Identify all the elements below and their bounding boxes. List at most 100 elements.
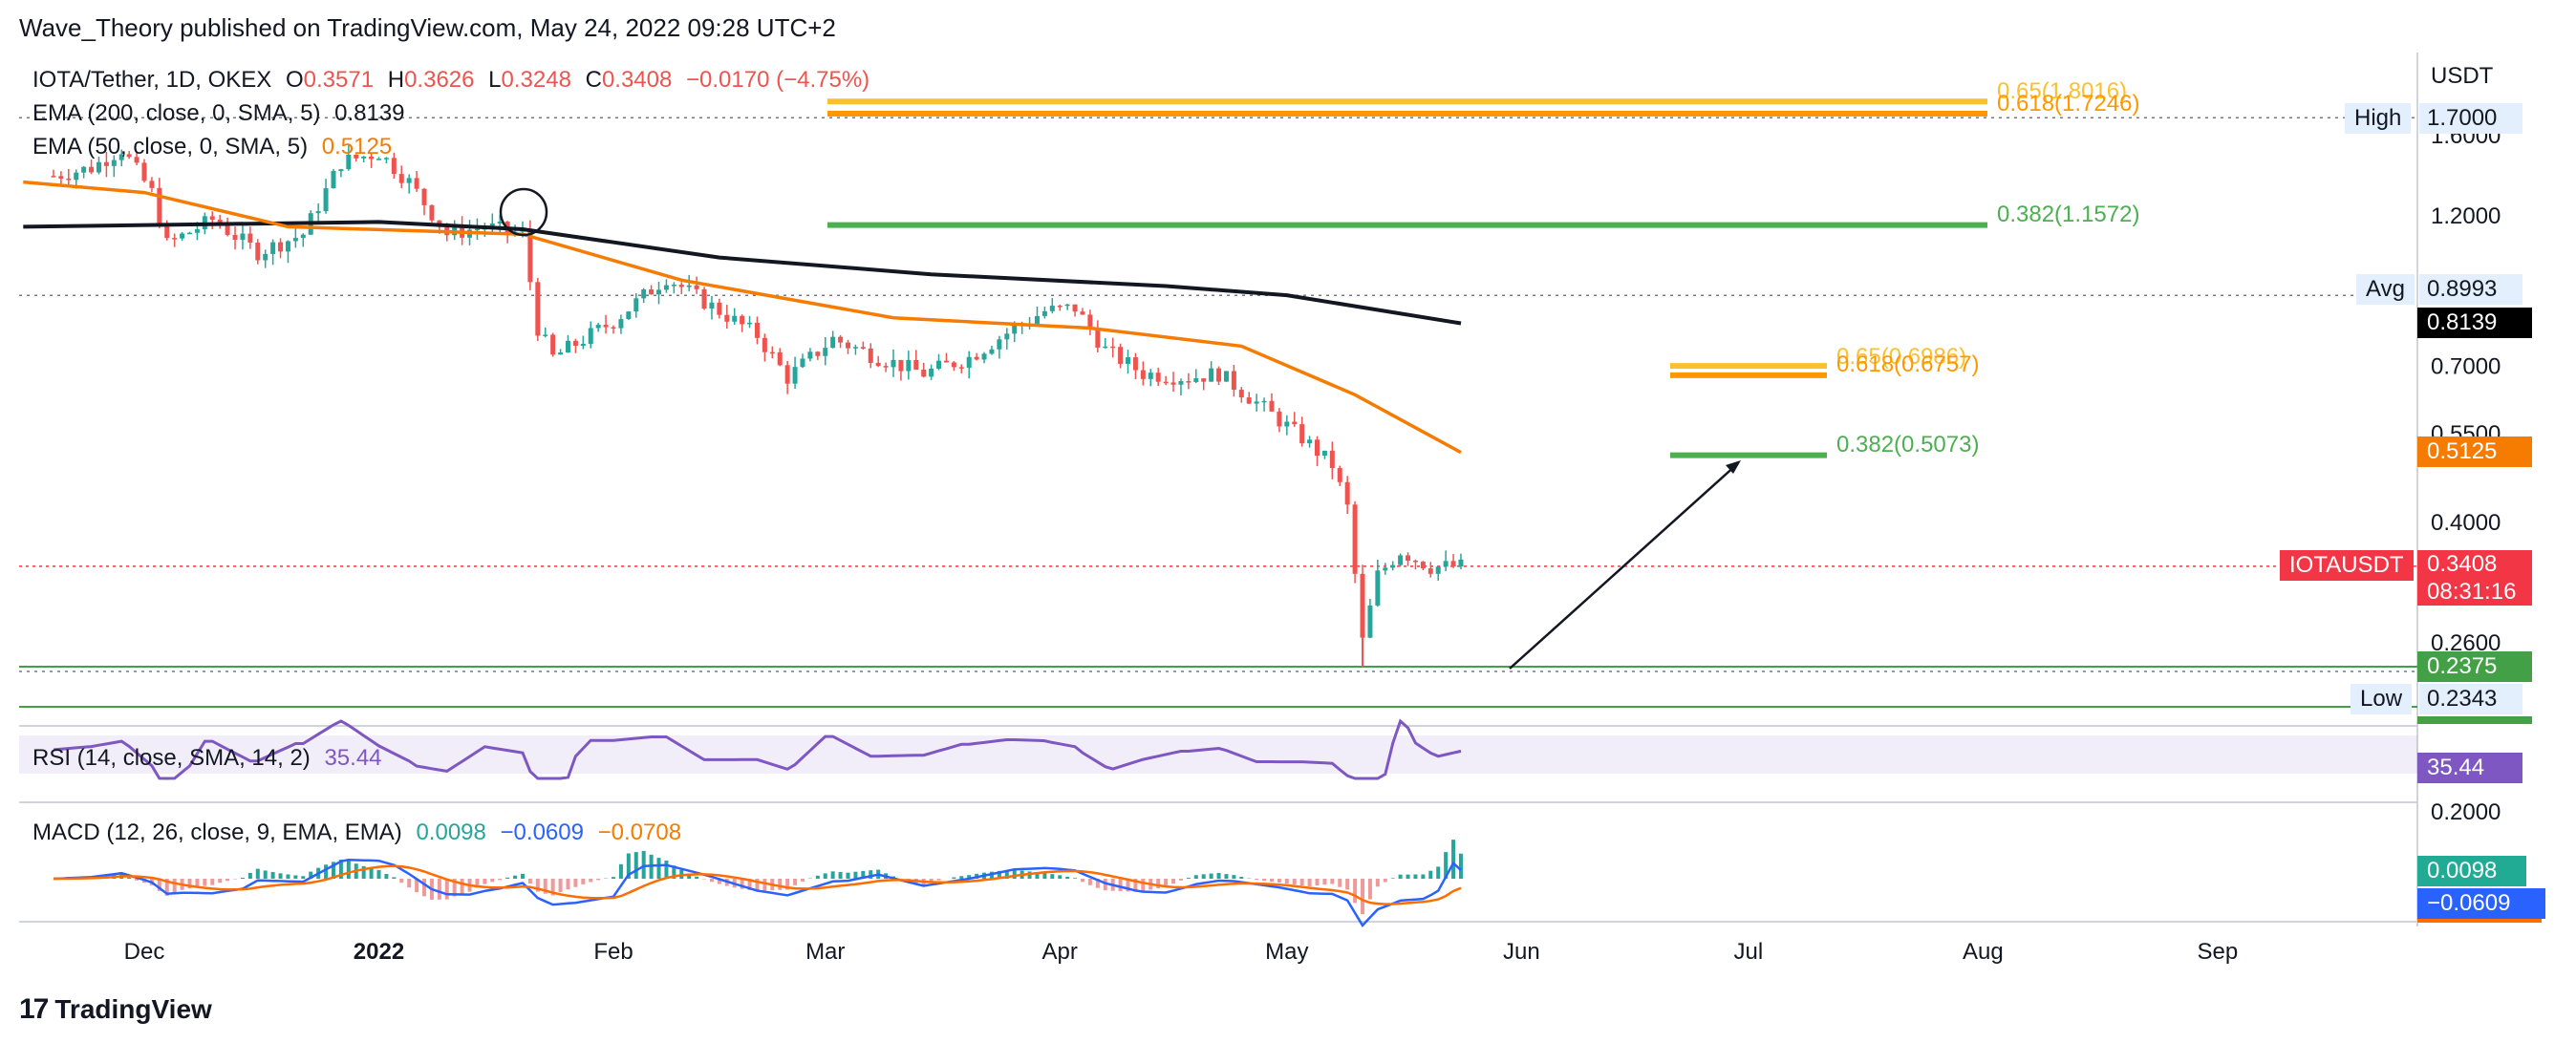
macd-hist-bar	[422, 879, 427, 897]
macd-signal-strip	[2417, 919, 2542, 923]
fib-lower-065-label: 0.65(0.6986)	[1836, 344, 1967, 370]
macd-hist-bar	[1209, 873, 1213, 879]
macd-hist-bar	[172, 879, 177, 893]
candle-body	[96, 161, 101, 173]
candle-body	[1041, 310, 1047, 316]
candle-body	[126, 154, 132, 158]
candle-body	[1110, 346, 1116, 349]
macd-hist-bar	[437, 879, 441, 900]
candle-body	[891, 359, 896, 368]
candle-body	[709, 302, 715, 309]
candle-body	[784, 365, 790, 384]
macd-hist-bar	[1171, 879, 1176, 884]
candle-body	[414, 178, 419, 189]
candle-body	[164, 225, 170, 239]
macd-hist-bar	[195, 879, 200, 887]
macd-hist-bar	[1095, 879, 1100, 888]
macd-hist-bar	[1292, 879, 1297, 885]
macd-hist-bar	[293, 875, 298, 879]
candle-body	[398, 174, 404, 183]
candle-body	[951, 362, 956, 368]
support-tag: 0.2375	[2417, 651, 2532, 682]
candle-body	[913, 359, 919, 370]
rsi-value: 35.44	[324, 745, 382, 771]
candle-body	[111, 160, 117, 166]
low-tag-label: Low	[2351, 684, 2413, 714]
macd-hist-bar	[815, 875, 820, 879]
macd-hist-bar	[1451, 840, 1456, 879]
candle-body	[1261, 400, 1267, 403]
candle-body	[558, 352, 564, 355]
candle-body	[740, 315, 745, 325]
macd-hist-bar	[483, 879, 487, 884]
horizontal-levels	[19, 117, 2417, 708]
candle-body	[292, 238, 298, 242]
tradingview-logo[interactable]: 17 TradingView	[19, 993, 212, 1026]
candle-body	[830, 336, 836, 349]
legend-symbol: IOTA/Tether, 1D, OKEX	[32, 67, 272, 93]
candle-body	[1186, 381, 1191, 383]
time-tick-label: Apr	[1042, 939, 1078, 965]
candle-body	[724, 314, 730, 322]
macd-tick-label: 0.2000	[2431, 799, 2501, 825]
macd-hist-bar	[1073, 878, 1078, 879]
time-tick-label: Sep	[2198, 939, 2239, 965]
macd-hist-bar	[301, 876, 306, 879]
candle-body	[1140, 370, 1146, 379]
time-tick-label: Mar	[805, 939, 845, 965]
candle-body	[543, 334, 548, 336]
ema200-value: 0.8139	[334, 100, 405, 126]
fib-upper-0382-label: 0.382(1.1572)	[1997, 202, 2140, 227]
macd-hist-bar	[490, 879, 495, 883]
macd-hist-bar	[1390, 878, 1395, 879]
candle-body	[51, 176, 56, 178]
candle-body	[875, 362, 881, 367]
candle-body	[1209, 368, 1214, 382]
macd-hist-bar	[407, 879, 412, 888]
macd-hist-bar	[1201, 874, 1206, 879]
projection-arrow-line	[1509, 463, 1738, 670]
ema200-tag: 0.8139	[2417, 308, 2532, 338]
candle-body	[1254, 401, 1259, 404]
macd-hist-bar	[1193, 875, 1198, 879]
candle-body	[649, 289, 655, 295]
candle-body	[823, 348, 828, 356]
macd-hist-bar	[513, 875, 518, 879]
candle-body	[1398, 555, 1404, 565]
macd-hist-bar	[527, 879, 532, 884]
macd-hist-bar	[309, 871, 313, 879]
macd-hist-bar	[1330, 879, 1335, 884]
candle-body	[1231, 371, 1236, 391]
macd-hist-bar	[1421, 874, 1426, 879]
macd-hist-bar	[641, 850, 646, 879]
candle-body	[929, 368, 934, 377]
candle-body	[1284, 421, 1290, 427]
legend-close-value: 0.3408	[601, 67, 673, 93]
publisher-line: Wave_Theory published on TradingView.com…	[19, 13, 836, 42]
macd-hist-bar	[1058, 875, 1063, 879]
candle-body	[1238, 390, 1244, 398]
ema50-line	[23, 180, 1462, 455]
rsi-tag: 35.44	[2417, 753, 2522, 783]
candle-body	[1269, 400, 1275, 412]
macd-hist-bar	[247, 872, 252, 879]
candle-body	[527, 229, 533, 283]
candle-body	[898, 359, 904, 372]
ema50-label: EMA (50, close, 0, SMA, 5)	[32, 134, 309, 160]
macd-hist-bar	[558, 879, 563, 893]
high-tag-value: 1.7000	[2419, 103, 2522, 134]
candle-body	[1148, 372, 1153, 379]
candle-body	[588, 328, 593, 345]
candle-body	[694, 285, 699, 289]
low-green-strip	[2417, 716, 2532, 724]
legend-macd: MACD (12, 26, close, 9, EMA, EMA) 0.0098…	[32, 820, 681, 846]
symbol-tag: IOTAUSDT	[2280, 550, 2414, 581]
candle-body	[240, 233, 246, 241]
macd-signal-value: −0.0708	[597, 820, 682, 845]
candle-body	[966, 356, 972, 368]
cross-highlight-circle	[499, 187, 548, 237]
macd-hist-bar	[1458, 853, 1463, 879]
macd-hist-bar	[929, 879, 934, 883]
candle-body	[1095, 329, 1101, 348]
